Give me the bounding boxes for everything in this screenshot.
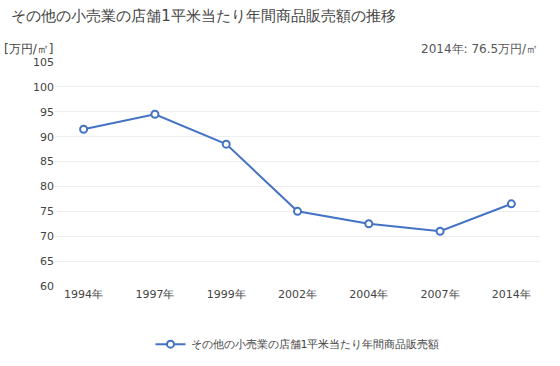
svg-text:90: 90	[40, 131, 54, 144]
svg-text:2007年: 2007年	[421, 288, 460, 301]
svg-text:2014年: 2014年	[492, 288, 531, 301]
svg-text:その他の小売業の店舗1平米当たり年間商品販売額の推移: その他の小売業の店舗1平米当たり年間商品販売額の推移	[11, 7, 396, 25]
svg-text:1994年: 1994年	[64, 288, 103, 301]
svg-text:1999年: 1999年	[207, 288, 246, 301]
svg-text:105: 105	[33, 56, 54, 69]
svg-text:70: 70	[40, 230, 54, 243]
svg-text:75: 75	[40, 205, 54, 218]
svg-text:80: 80	[40, 180, 54, 193]
svg-text:65: 65	[40, 255, 54, 268]
svg-text:60: 60	[40, 280, 54, 293]
svg-text:[万円/㎡]: [万円/㎡]	[4, 42, 53, 56]
svg-text:その他の小売業の店舗1平米当たり年間商品販売額: その他の小売業の店舗1平米当たり年間商品販売額	[191, 338, 440, 351]
svg-text:2002年: 2002年	[278, 288, 317, 301]
svg-text:1997年: 1997年	[135, 288, 174, 301]
svg-text:2004年: 2004年	[349, 288, 388, 301]
svg-text:100: 100	[33, 81, 54, 94]
svg-text:95: 95	[40, 106, 54, 119]
svg-text:2014年: 76.5万円/㎡: 2014年: 76.5万円/㎡	[421, 42, 538, 56]
svg-text:85: 85	[40, 155, 54, 168]
